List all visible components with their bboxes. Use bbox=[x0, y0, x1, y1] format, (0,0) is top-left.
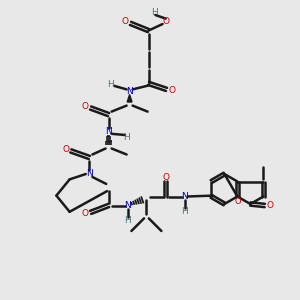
Text: O: O bbox=[266, 201, 273, 210]
Text: O: O bbox=[82, 209, 89, 218]
Polygon shape bbox=[127, 94, 132, 102]
Text: O: O bbox=[235, 197, 241, 206]
Text: O: O bbox=[168, 86, 175, 95]
Text: N: N bbox=[86, 169, 93, 178]
Text: N: N bbox=[124, 201, 131, 210]
Text: O: O bbox=[62, 145, 70, 154]
Text: H: H bbox=[181, 207, 188, 216]
Text: N: N bbox=[105, 127, 112, 136]
Text: O: O bbox=[122, 17, 129, 26]
Text: O: O bbox=[162, 17, 169, 26]
Text: H: H bbox=[123, 133, 130, 142]
Text: O: O bbox=[82, 102, 89, 111]
Text: H: H bbox=[151, 8, 158, 17]
Text: N: N bbox=[181, 192, 188, 201]
Text: O: O bbox=[162, 172, 169, 182]
Text: H: H bbox=[108, 80, 114, 89]
Text: N: N bbox=[126, 87, 133, 96]
Text: H: H bbox=[124, 216, 131, 225]
